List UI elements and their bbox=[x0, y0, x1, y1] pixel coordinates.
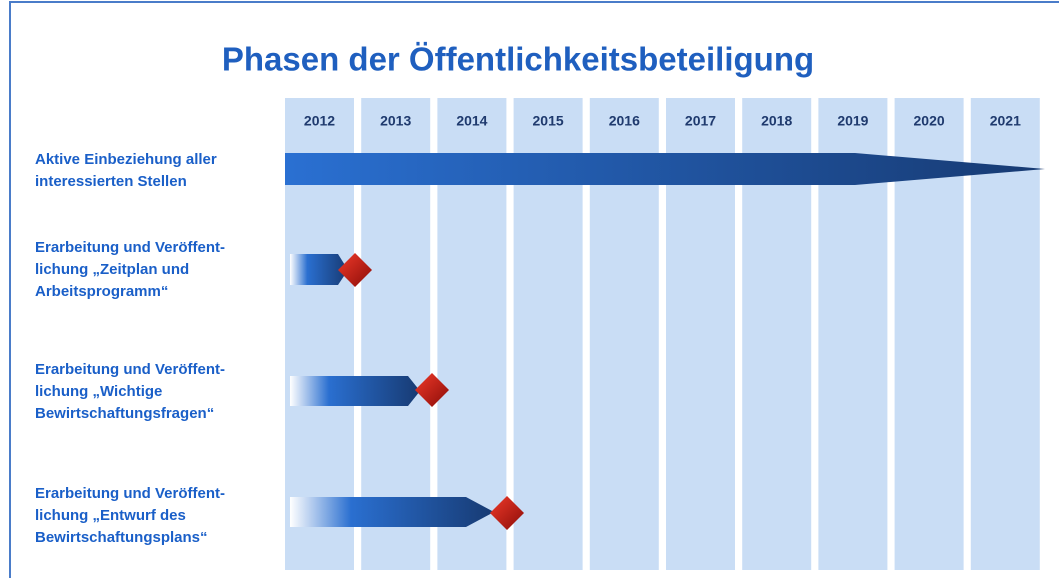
row-label: Bewirtschaftungsplans“ bbox=[35, 529, 208, 546]
row-label: lichung „Zeitplan und bbox=[35, 261, 189, 278]
year-label: 2015 bbox=[533, 113, 564, 129]
milestone bbox=[415, 373, 449, 407]
year-label: 2018 bbox=[761, 113, 792, 129]
title: Phasen der Öffentlichkeitsbeteiligung bbox=[222, 41, 814, 78]
year-label: 2013 bbox=[380, 113, 411, 129]
year-label: 2016 bbox=[609, 113, 640, 129]
arrow bbox=[290, 376, 420, 406]
year-label: 2014 bbox=[456, 113, 487, 129]
row-label: Arbeitsprogramm“ bbox=[35, 283, 168, 300]
row-label: Bewirtschaftungsfragen“ bbox=[35, 405, 214, 422]
arrow bbox=[290, 254, 348, 285]
row-label: Aktive Einbeziehung aller bbox=[35, 151, 217, 168]
row-label: interessierten Stellen bbox=[35, 173, 187, 190]
row-label: Erarbeitung und Veröffent- bbox=[35, 239, 225, 256]
frame bbox=[9, 1, 1059, 578]
row-label: lichung „Wichtige bbox=[35, 383, 162, 400]
year-label: 2017 bbox=[685, 113, 716, 129]
arrow bbox=[290, 497, 494, 527]
row-label: Erarbeitung und Veröffent- bbox=[35, 485, 225, 502]
row-label: Erarbeitung und Veröffent- bbox=[35, 361, 225, 378]
year-column bbox=[970, 98, 1040, 570]
year-label: 2019 bbox=[837, 113, 868, 129]
arrow bbox=[285, 153, 1045, 185]
year-label: 2021 bbox=[990, 113, 1021, 129]
row-label: lichung „Entwurf des bbox=[35, 507, 186, 524]
year-label: 2020 bbox=[914, 113, 945, 129]
year-label: 2012 bbox=[304, 113, 335, 129]
milestone bbox=[338, 253, 372, 287]
milestone bbox=[490, 496, 524, 530]
